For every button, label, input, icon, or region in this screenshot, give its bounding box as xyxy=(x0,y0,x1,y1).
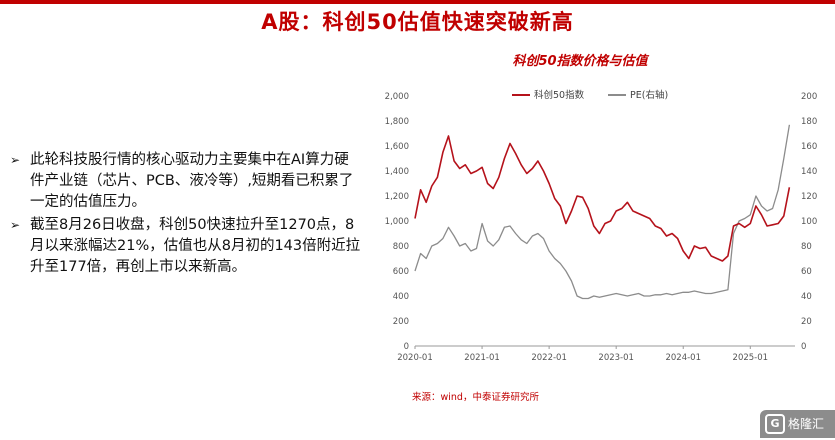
y-right-tick-label: 40 xyxy=(801,292,812,302)
y-left-tick-label: 600 xyxy=(393,267,409,277)
bullet-list: ➢ 此轮科技股行情的核心驱动力主要集中在AI算力硬件产业链（芯片、PCB、液冷等… xyxy=(8,150,363,280)
source-note: 来源：wind，中泰证券研究所 xyxy=(412,392,539,403)
y-right-tick-label: 140 xyxy=(801,167,817,177)
y-left-tick-label: 800 xyxy=(393,242,409,252)
bullet-item: ➢ 截至8月26日收盘，科创50快速拉升至1270点，8月以来涨幅达21%，估值… xyxy=(8,215,363,278)
y-right-tick-label: 200 xyxy=(801,92,817,102)
chart-title: 科创50指数价格与估值 xyxy=(512,54,648,69)
y-left-tick-label: 0 xyxy=(404,342,409,352)
pe-series-line xyxy=(414,124,791,300)
y-left-tick-label: 1,800 xyxy=(385,117,409,127)
y-left-tick-label: 2,000 xyxy=(385,92,409,102)
bullet-text: 截至8月26日收盘，科创50快速拉升至1270点，8月以来涨幅达21%，估值也从… xyxy=(30,217,361,275)
y-left-tick-label: 1,200 xyxy=(385,192,409,202)
x-tick-label: 2024-01 xyxy=(665,353,701,363)
page-title: A股：科创50估值快速突破新高 xyxy=(261,10,574,34)
bullet-item: ➢ 此轮科技股行情的核心驱动力主要集中在AI算力硬件产业链（芯片、PCB、液冷等… xyxy=(8,150,363,213)
arrow-bullet-icon: ➢ xyxy=(10,153,21,167)
y-left-tick-label: 1,400 xyxy=(385,167,409,177)
y-right-tick-label: 160 xyxy=(801,142,817,152)
logo-icon: G xyxy=(765,414,785,434)
y-right-tick-label: 60 xyxy=(801,267,812,277)
y-left-tick-label: 200 xyxy=(393,317,409,327)
index-series-line xyxy=(414,135,791,262)
arrow-bullet-icon: ➢ xyxy=(10,218,21,232)
y-right-tick-label: 100 xyxy=(801,217,817,227)
y-right-tick-label: 0 xyxy=(801,342,806,352)
y-left-tick-label: 1,600 xyxy=(385,142,409,152)
watermark-logo: G 格隆汇 xyxy=(760,410,835,438)
x-tick-label: 2022-01 xyxy=(531,353,567,363)
x-tick-label: 2023-01 xyxy=(598,353,634,363)
x-tick-label: 2020-01 xyxy=(397,353,433,363)
x-tick-label: 2025-01 xyxy=(733,353,769,363)
y-left-tick-label: 1,000 xyxy=(385,217,409,227)
legend-label: PE(右轴) xyxy=(630,89,668,101)
y-left-tick-label: 400 xyxy=(393,292,409,302)
y-right-tick-label: 20 xyxy=(801,317,812,327)
x-tick-label: 2021-01 xyxy=(464,353,500,363)
bullet-text: 此轮科技股行情的核心驱动力主要集中在AI算力硬件产业链（芯片、PCB、液冷等）,… xyxy=(30,152,354,210)
legend-label: 科创50指数 xyxy=(534,89,585,101)
y-right-tick-label: 80 xyxy=(801,242,812,252)
y-right-tick-label: 180 xyxy=(801,117,817,127)
top-accent-bar xyxy=(0,0,835,4)
logo-text: 格隆汇 xyxy=(788,417,825,431)
y-right-tick-label: 120 xyxy=(801,192,817,202)
